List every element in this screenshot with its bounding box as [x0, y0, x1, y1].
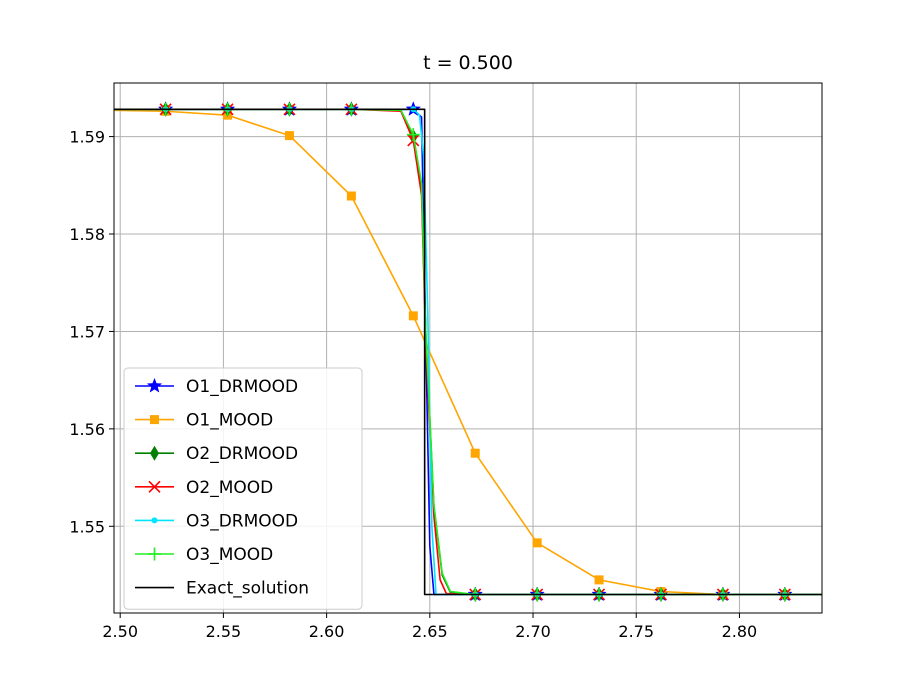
series-exact-solution [114, 108, 822, 596]
legend-label-o1-mood: O1_MOOD [186, 411, 273, 431]
legend-marker-o2-mood [148, 480, 161, 493]
legend-label-o3-drmood: O3_DRMOOD [186, 511, 298, 531]
legend-marker-o2-drmood [150, 445, 159, 461]
legend-label-o3-mood: O3_MOOD [186, 545, 273, 565]
data-point-o1-mood [532, 538, 542, 548]
legend-label-o2-drmood: O2_DRMOOD [186, 444, 298, 464]
legend-marker-o1-mood [150, 415, 159, 425]
legend: O1_DRMOOD O1_MOOD O2_DRMOOD O2_MOOD O3_DRMOO… [123, 367, 363, 610]
y-tick-label: 1.57 [69, 322, 105, 341]
plot-area [114, 101, 822, 602]
x-tick-label: 2.80 [722, 622, 758, 641]
legend-label-exact-solution: Exact_solution [186, 579, 309, 599]
x-tick-label: 2.55 [206, 622, 242, 641]
x-marker-stroke [148, 480, 161, 493]
y-axis: 1.55 1.56 1.57 1.58 1.59 [69, 128, 114, 536]
y-tick-label: 1.58 [69, 225, 105, 244]
y-tick-label: 1.59 [69, 128, 105, 147]
data-point-o1-mood [408, 311, 418, 321]
legend-label-o2-mood: O2_MOOD [186, 478, 273, 498]
data-point-o1-mood [346, 191, 356, 201]
x-tick-label: 2.75 [618, 622, 654, 641]
x-tick-label: 2.70 [515, 622, 551, 641]
legend-marker-o3-drmood [151, 517, 158, 524]
legend-marker-o3-mood [148, 547, 161, 561]
x-axis: 2.50 2.55 2.60 2.65 2.70 2.75 2.80 [102, 613, 757, 641]
x-tick-label: 2.65 [412, 622, 448, 641]
axes-frame [113, 82, 823, 614]
y-tick-label: 1.55 [69, 517, 105, 536]
data-point-o1-mood [470, 448, 480, 458]
data-point-o1-mood [594, 575, 604, 585]
x-tick-label: 2.60 [309, 622, 345, 641]
legend-marker-o1-drmood [146, 377, 163, 393]
chart-title: t = 0.500 [423, 52, 513, 74]
legend-label-o1-drmood: O1_DRMOOD [186, 377, 298, 397]
data-point-o1-mood [284, 131, 294, 141]
x-tick-label: 2.50 [102, 622, 138, 641]
y-tick-label: 1.56 [69, 420, 105, 439]
data-point-o3-mood [406, 128, 420, 142]
legend-box [123, 367, 363, 610]
series-line-exact-solution [114, 108, 822, 596]
